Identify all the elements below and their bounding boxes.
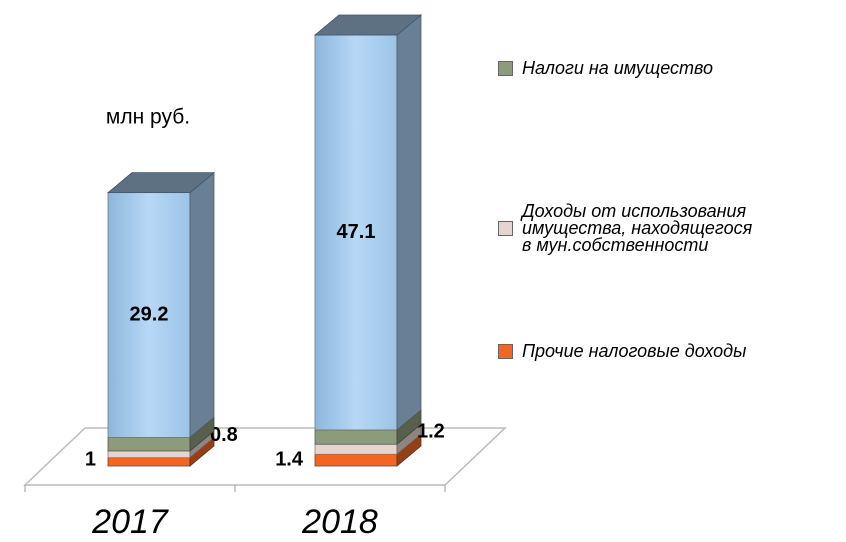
bar-side <box>396 14 422 431</box>
bar-segment <box>107 457 191 467</box>
bar-segment <box>314 34 398 431</box>
bar-segment <box>107 450 191 459</box>
bar-segment <box>107 437 191 452</box>
unit-label: млн руб. <box>106 106 190 129</box>
value-label: 29.2 <box>130 303 169 325</box>
bar-segment <box>314 429 398 445</box>
legend-label: Доходы от использования имущества, наход… <box>522 201 753 255</box>
value-label: 1.2 <box>417 421 445 443</box>
value-label: 1.4 <box>275 448 304 470</box>
legend-swatch <box>498 220 513 236</box>
value-label: 1 <box>85 448 96 470</box>
legend-swatch <box>498 60 513 76</box>
bar-top <box>313 14 423 36</box>
value-label: 0.8 <box>210 424 238 446</box>
bar-segment <box>314 453 398 467</box>
value-label: 47.1 <box>337 221 376 243</box>
legend-label: Прочие налоговые доходы <box>522 341 747 361</box>
bar-segment <box>107 192 191 438</box>
legend-label: Налоги на имущество <box>522 58 714 78</box>
x-tick-label: 2017 <box>91 503 169 541</box>
bar-top <box>106 172 216 194</box>
bar-segment <box>314 443 398 455</box>
legend-swatch <box>498 343 513 359</box>
bar-side <box>189 171 215 439</box>
x-tick-label: 2018 <box>301 503 378 541</box>
